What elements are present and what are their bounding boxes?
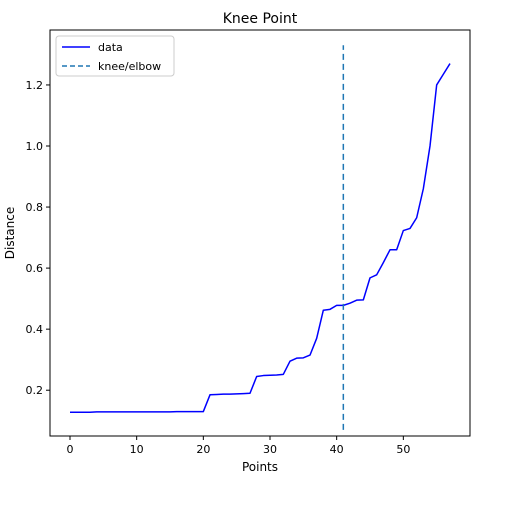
y-tick-label: 1.0 bbox=[26, 140, 44, 153]
x-tick-label: 20 bbox=[196, 443, 210, 456]
y-axis-label: Distance bbox=[3, 207, 17, 259]
x-axis-ticks: 0 10 20 30 40 50 bbox=[67, 436, 410, 456]
y-tick-label: 0.4 bbox=[26, 323, 44, 336]
y-tick-label: 0.2 bbox=[26, 384, 44, 397]
x-tick-label: 10 bbox=[130, 443, 144, 456]
legend-box bbox=[55, 35, 175, 77]
y-tick-label: 0.8 bbox=[26, 201, 44, 214]
x-tick-label: 50 bbox=[396, 443, 410, 456]
legend-label-data: data bbox=[98, 41, 123, 54]
series-line-data bbox=[70, 63, 451, 413]
legend-label-knee: knee/elbow bbox=[98, 60, 161, 73]
x-axis-label: Points bbox=[242, 460, 278, 474]
x-tick-label: 40 bbox=[330, 443, 344, 456]
x-tick-label: 0 bbox=[67, 443, 74, 456]
y-axis-ticks: 0.2 0.4 0.6 0.8 1.0 1.2 bbox=[26, 79, 50, 397]
legend: data knee/elbow bbox=[55, 35, 175, 77]
series-layer bbox=[70, 45, 451, 430]
x-tick-label: 30 bbox=[263, 443, 277, 456]
chart-title: Knee Point bbox=[223, 11, 298, 27]
y-tick-label: 1.2 bbox=[26, 79, 44, 92]
y-tick-label: 0.6 bbox=[26, 262, 44, 275]
plot-area bbox=[49, 29, 471, 437]
